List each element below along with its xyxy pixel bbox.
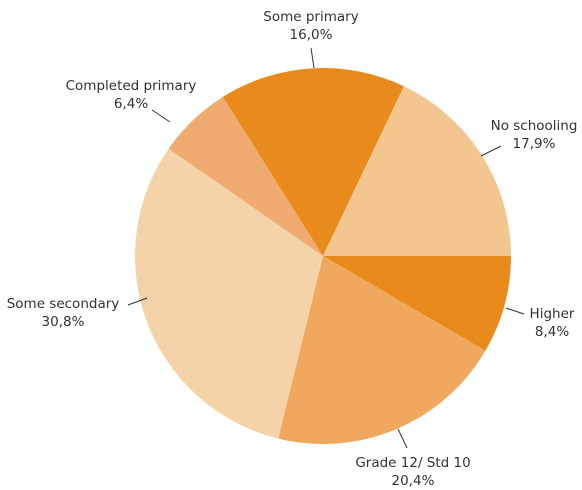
leader-completed-primary — [151, 109, 171, 123]
label-some-secondary: Some secondary — [7, 296, 120, 312]
pie-slice-some-secondary — [134, 148, 323, 439]
value-some-secondary: 30,8% — [42, 314, 85, 330]
leader-some-primary — [310, 47, 315, 69]
pie-slice-some-primary — [222, 68, 404, 256]
value-some-primary: 16,0% — [290, 27, 333, 43]
leader-some-secondary — [127, 297, 148, 306]
label-completed-primary: Completed primary — [66, 78, 197, 94]
value-grade12: 20,4% — [392, 473, 435, 489]
value-no-schooling: 17,9% — [513, 136, 556, 152]
label-no-schooling: No schooling — [491, 118, 578, 134]
value-higher: 8,4% — [535, 324, 569, 340]
pie-slices — [134, 68, 512, 445]
label-grade12: Grade 12/ Std 10 — [355, 455, 470, 471]
leader-higher — [505, 307, 525, 315]
pie-slice-completed-primary — [168, 96, 323, 256]
leader-no-schooling — [480, 145, 502, 157]
label-some-primary: Some primary — [263, 9, 358, 25]
label-higher: Higher — [530, 306, 575, 322]
leader-grade12 — [397, 428, 408, 449]
pie-slice-higher — [323, 256, 512, 351]
pie-slice-no-schooling — [323, 86, 511, 256]
value-completed-primary: 6,4% — [114, 96, 148, 112]
pie-slice-grade-12-std-10 — [278, 256, 486, 445]
